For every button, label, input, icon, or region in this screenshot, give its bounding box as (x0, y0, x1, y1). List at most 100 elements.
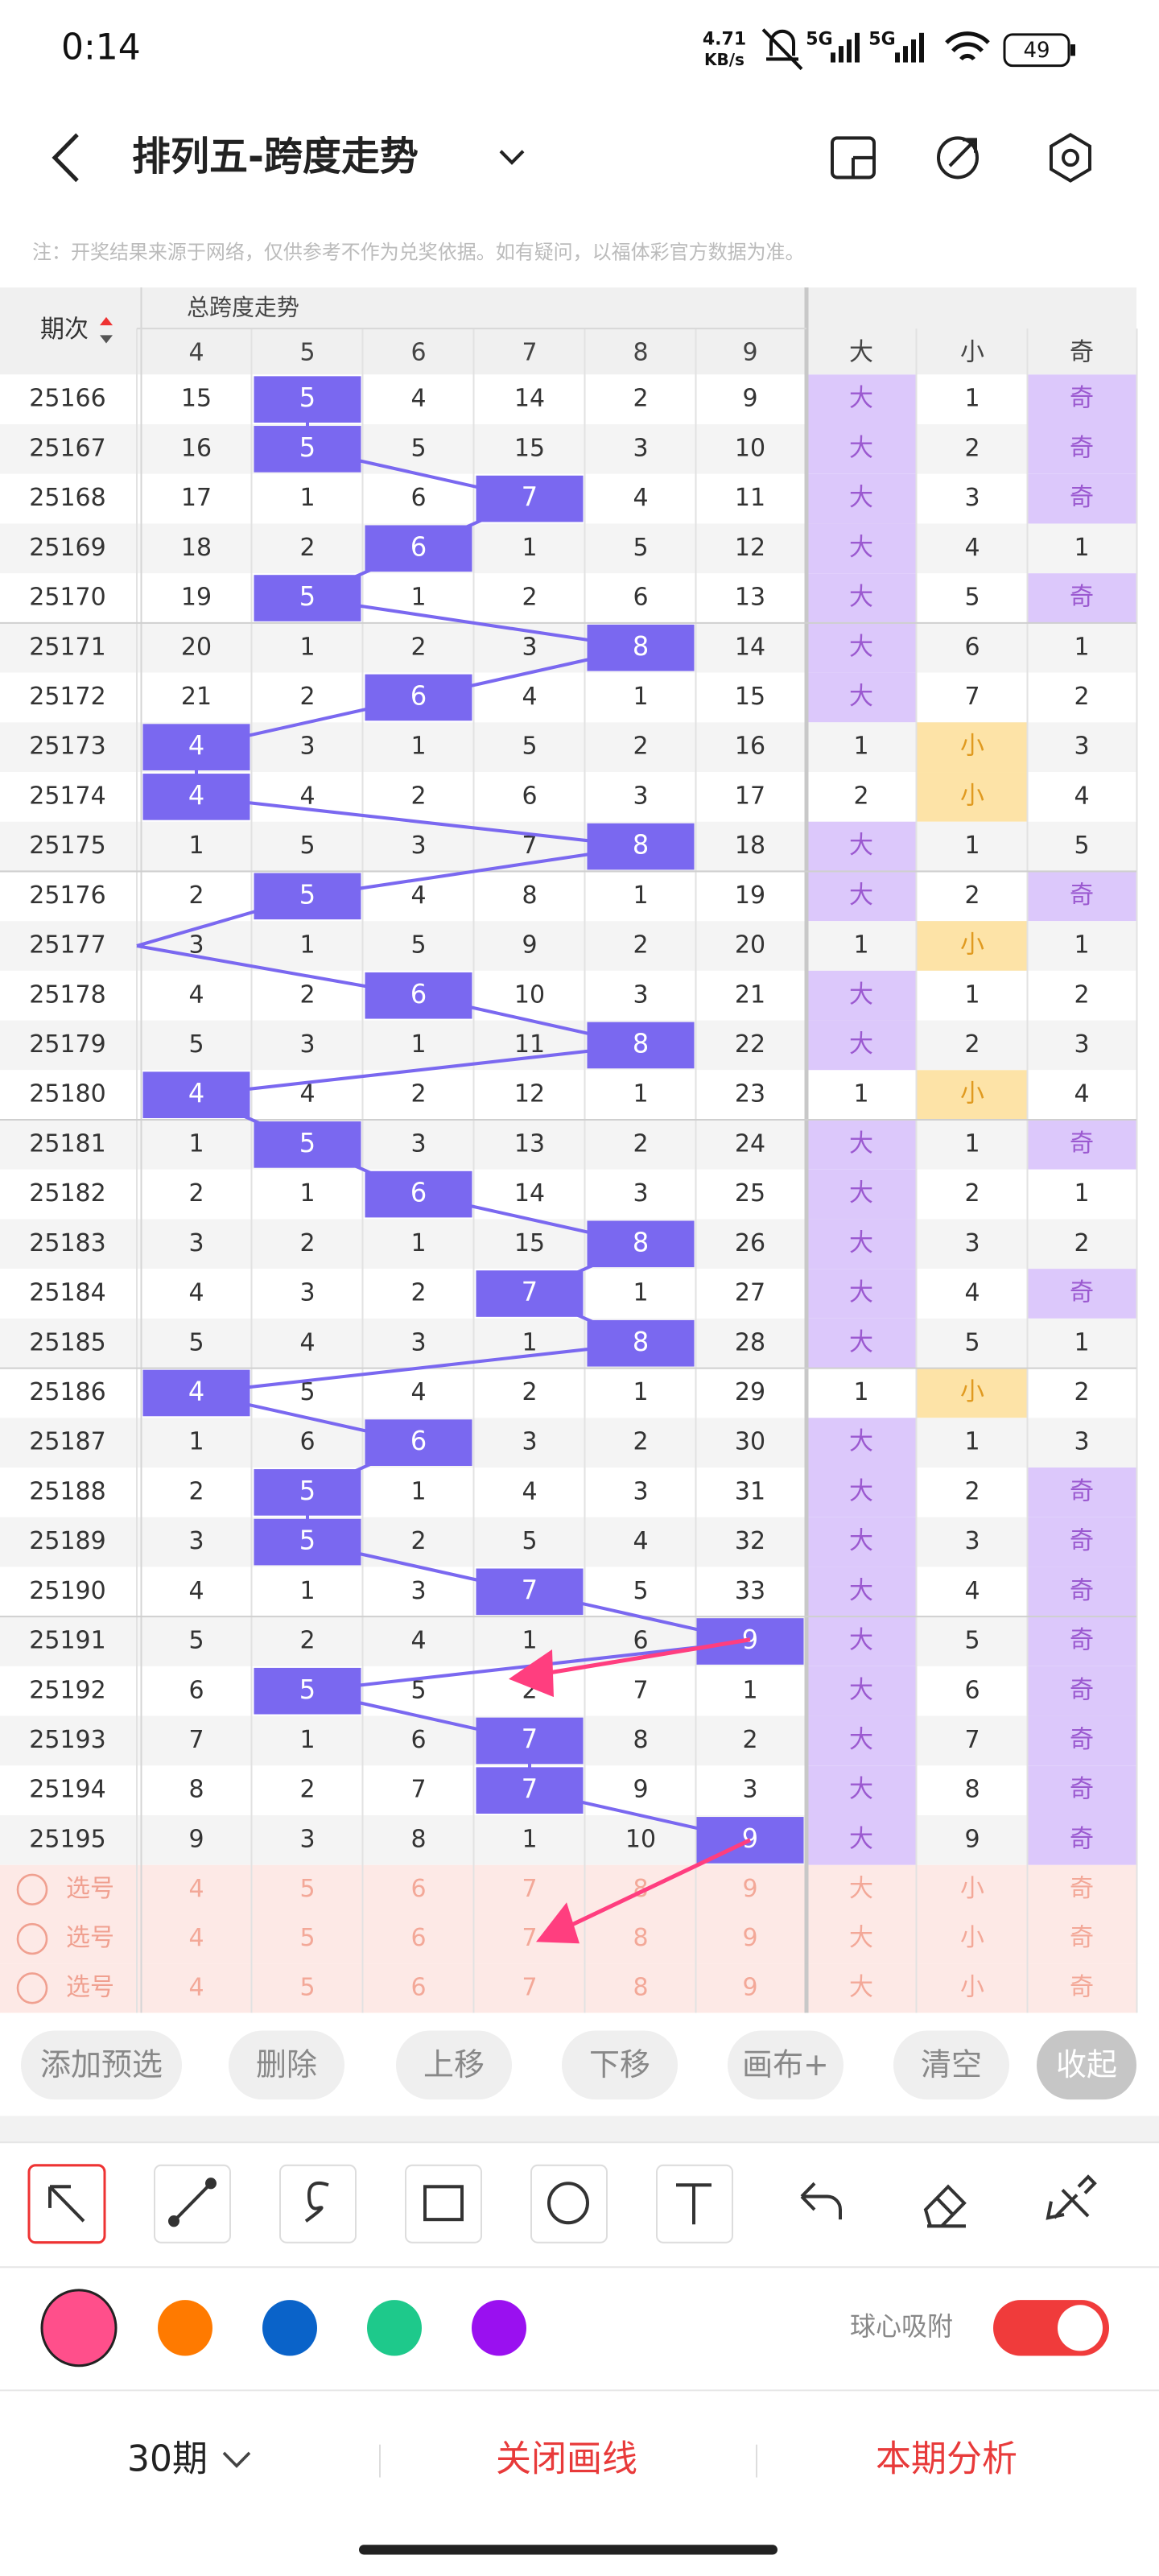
omission-count: 1 (299, 484, 315, 512)
omission-count: 3 (410, 1328, 426, 1356)
hit-cell (365, 525, 472, 572)
pick-cell[interactable]: 大 (849, 1973, 873, 2001)
period: 25173 (29, 732, 105, 760)
undo-button[interactable] (800, 2182, 842, 2220)
color-swatch[interactable] (472, 2300, 526, 2356)
omission-count: 5 (299, 832, 315, 860)
pick-radio[interactable] (16, 1922, 48, 1955)
omission-count: 16 (735, 732, 765, 760)
tool-rect[interactable] (405, 2164, 482, 2244)
pick-cell[interactable]: 7 (522, 1924, 537, 1952)
pick-cell[interactable]: 8 (633, 1924, 648, 1952)
pick-cell[interactable]: 4 (188, 1875, 204, 1903)
action-button[interactable] (396, 2030, 512, 2100)
hit-cell (365, 972, 472, 1019)
color-palette (40, 2289, 526, 2368)
color-swatch[interactable] (158, 2300, 212, 2356)
omission-count: 6 (410, 1726, 426, 1754)
action-button[interactable] (21, 2030, 182, 2100)
color-swatch[interactable] (367, 2300, 422, 2356)
hit-value: 6 (410, 1177, 427, 1208)
omission-count: 3 (410, 1577, 426, 1605)
pick-cell[interactable]: 5 (299, 1875, 315, 1903)
omission-count: 3 (299, 732, 315, 760)
stat-highlight (806, 573, 917, 623)
omission-count: 15 (514, 1229, 545, 1257)
row-bg (0, 1616, 1136, 1666)
row-bg (0, 374, 1136, 425)
action-button[interactable] (893, 2030, 1009, 2100)
pick-cell[interactable]: 小 (960, 1973, 984, 2001)
eraser-button[interactable] (923, 2184, 967, 2228)
omission-count: 14 (514, 1179, 545, 1208)
analysis-button[interactable]: 本期分析 (876, 2438, 1017, 2480)
tool-arrow[interactable] (27, 2164, 106, 2244)
hit-cell (254, 376, 361, 423)
row-bg (0, 1418, 1136, 1468)
clear-button[interactable] (1046, 2174, 1097, 2220)
tool-line[interactable] (154, 2164, 231, 2244)
pick-cell[interactable]: 5 (299, 1973, 315, 2001)
close-lines-button[interactable]: 关闭画线 (496, 2438, 637, 2480)
pick-cell[interactable]: 4 (188, 1973, 204, 2001)
omission-count: 1 (522, 1626, 537, 1654)
tool-circle[interactable] (530, 2164, 608, 2244)
pick-cell[interactable]: 7 (522, 1875, 537, 1903)
hit-value: 6 (410, 1426, 427, 1456)
pick-cell[interactable]: 9 (742, 1973, 757, 2001)
hit-cell (587, 1319, 695, 1367)
period-selector[interactable]: 30期 (127, 2438, 208, 2480)
stat-cell: 小 (960, 782, 984, 810)
action-button[interactable] (1037, 2030, 1136, 2100)
pick-cell[interactable]: 6 (410, 1924, 426, 1952)
stat-cell: 大 (849, 384, 873, 412)
omission-count: 4 (299, 1328, 315, 1356)
omission-count: 7 (410, 1775, 426, 1803)
title-dropdown[interactable] (499, 150, 525, 165)
pick-cell[interactable]: 8 (633, 1973, 648, 2001)
layout-button[interactable] (831, 136, 876, 180)
action-label: 画布+ (742, 2047, 829, 2083)
pick-cell[interactable]: 9 (742, 1875, 757, 1903)
pick-cell[interactable]: 4 (188, 1924, 204, 1952)
pick-radio[interactable] (16, 1972, 48, 2004)
action-label: 下移 (589, 2047, 650, 2083)
pick-radio[interactable] (16, 1873, 48, 1906)
tool-curve[interactable] (279, 2164, 357, 2244)
pick-cell[interactable]: 小 (960, 1924, 984, 1952)
pick-cell[interactable]: 6 (410, 1875, 426, 1903)
pick-cell[interactable]: 奇 (1070, 1924, 1094, 1952)
stat-cell: 奇 (1070, 434, 1094, 462)
tool-text[interactable] (656, 2164, 733, 2244)
trend-line (196, 1341, 641, 1395)
color-swatch[interactable] (40, 2289, 118, 2368)
action-button[interactable] (562, 2030, 678, 2100)
action-button[interactable] (728, 2030, 843, 2100)
action-button[interactable] (229, 2030, 344, 2100)
stat-cell: 5 (964, 583, 980, 611)
pick-cell[interactable]: 9 (742, 1924, 757, 1952)
settings-button[interactable] (1050, 132, 1091, 183)
stat-cell: 7 (964, 683, 980, 711)
stat-cell: 2 (964, 881, 980, 910)
pick-cell[interactable]: 7 (522, 1973, 537, 2001)
color-swatch[interactable] (262, 2300, 317, 2356)
omission-count: 18 (735, 832, 765, 860)
pick-cell[interactable]: 6 (410, 1973, 426, 2001)
pick-cell[interactable]: 奇 (1070, 1973, 1094, 2001)
omission-count: 3 (299, 1030, 315, 1059)
back-button[interactable] (52, 133, 79, 183)
row-bg (0, 523, 1136, 574)
omission-count: 5 (522, 732, 537, 760)
pick-cell[interactable]: 大 (849, 1924, 873, 1952)
stat-cell: 大 (849, 1626, 873, 1654)
sort-icon (100, 316, 113, 326)
stat-highlight (806, 622, 917, 673)
pick-cell[interactable]: 奇 (1070, 1875, 1094, 1903)
pick-cell[interactable]: 小 (960, 1875, 984, 1903)
pick-cell[interactable]: 大 (849, 1875, 873, 1903)
omission-count: 4 (188, 1278, 204, 1307)
stat-highlight (1026, 1120, 1137, 1170)
share-button[interactable] (937, 136, 979, 180)
pick-cell[interactable]: 5 (299, 1924, 315, 1952)
